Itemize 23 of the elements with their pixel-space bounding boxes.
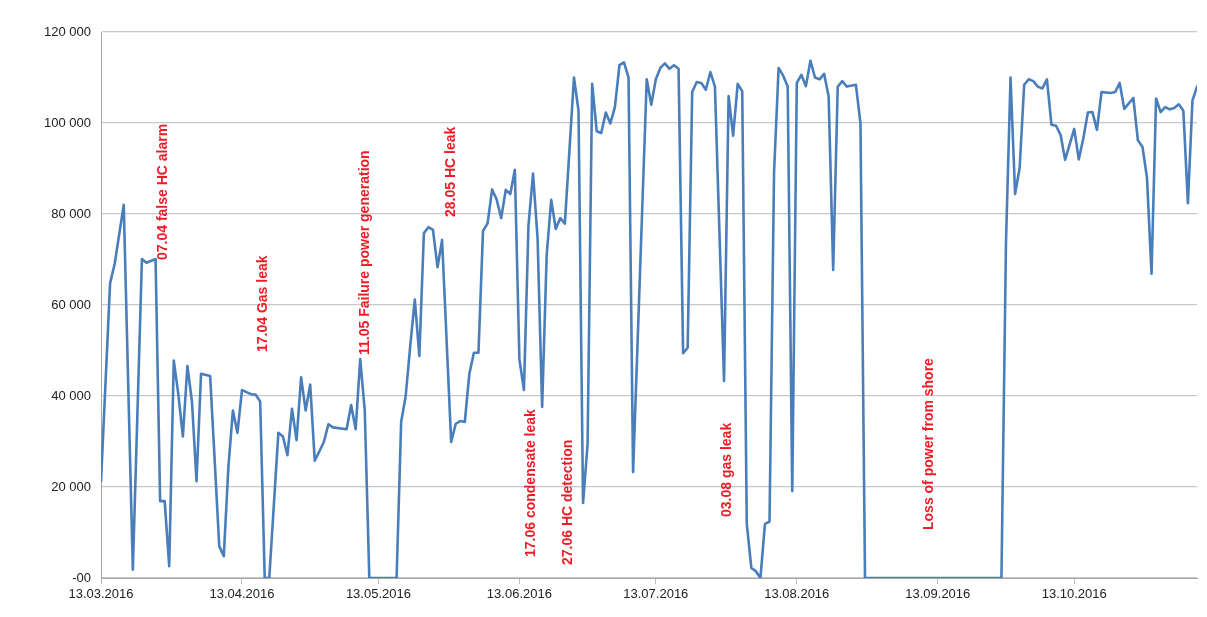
y-tick-label: 100 000 [44,114,91,130]
x-tick-label: 13.03.2016 [68,586,134,602]
x-tick-label: 13.08.2016 [764,586,830,602]
annotation: 17.06 condensate leak [521,408,538,557]
annotation: 27.06 HC detection [558,439,575,565]
annotation: 28.05 HC leak [441,126,458,217]
annotation: 03.08 gas leak [717,422,734,517]
y-tick-label: 40 000 [51,387,91,403]
annotation: 17.04 Gas leak [253,255,270,352]
y-tick-label: 60 000 [51,296,91,312]
y-tick-label: -00 [72,569,91,585]
y-tick-label: 80 000 [51,205,91,221]
x-tick-label: 13.04.2016 [209,586,275,602]
x-tick-label: 13.07.2016 [623,586,689,602]
annotation: 07.04 false HC alarm [153,123,170,260]
x-tick-label: 13.06.2016 [486,586,552,602]
y-tick-label: 20 000 [51,478,91,494]
annotation: Loss of power from shore [919,357,936,530]
x-tick-label: 13.10.2016 [1041,586,1107,602]
x-tick-label: 13.09.2016 [905,586,971,602]
x-tick-label: 13.05.2016 [345,586,411,602]
annotation: 11.05 Failure power generation [355,150,372,355]
y-tick-label: 120 000 [44,23,91,39]
